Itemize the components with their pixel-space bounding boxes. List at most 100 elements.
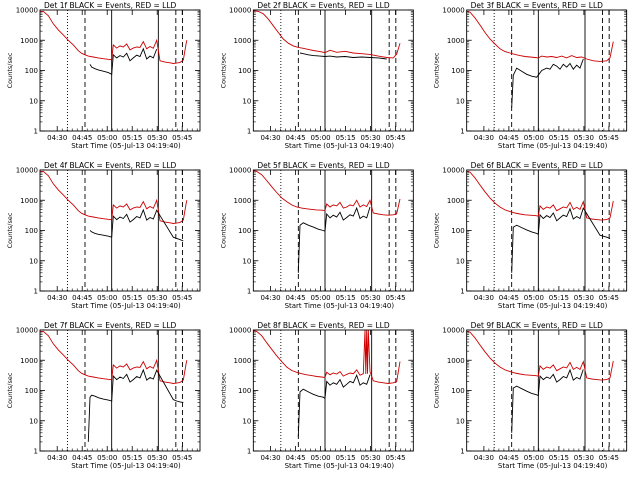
- y-tick-label: 100: [451, 387, 464, 395]
- x-tick-label: 04:30: [474, 454, 494, 462]
- y-tick-label: 10: [242, 257, 251, 265]
- y-tick-label: 1000: [234, 37, 252, 45]
- series-events: [89, 47, 158, 76]
- y-tick-label: 10000: [16, 327, 38, 335]
- x-tick-label: 05:45: [385, 134, 405, 142]
- x-tick-label: 05:30: [574, 454, 594, 462]
- panel-title: Det 7f BLACK = Events, RED = LLD: [44, 321, 177, 330]
- y-tick-label: 10: [456, 97, 465, 105]
- plot-frame: [466, 9, 628, 132]
- x-tick-label: 05:00: [524, 294, 544, 302]
- x-tick-label: 04:30: [260, 454, 280, 462]
- y-tick-label: 100: [238, 67, 251, 75]
- x-tick-label: 05:15: [122, 454, 142, 462]
- y-tick-label: 100: [25, 227, 38, 235]
- y-tick-label: 10000: [442, 167, 464, 175]
- x-tick-label: 05:00: [310, 294, 330, 302]
- plot-frame: [39, 329, 201, 452]
- x-axis-label: Start Time (05-Jul-13 04:19:40): [285, 302, 395, 310]
- x-tick-label: 05:15: [335, 134, 355, 142]
- y-tick-label: 100: [238, 227, 251, 235]
- panel-4: Det 4f BLACK = Events, RED = LLD Counts/s…: [6, 161, 201, 310]
- x-tick-label: 05:15: [122, 294, 142, 302]
- plot-frame: [252, 9, 414, 132]
- y-tick-label: 1000: [20, 357, 38, 365]
- x-tick-label: 04:30: [474, 294, 494, 302]
- series-events: [511, 207, 611, 273]
- y-tick-label: 10: [29, 257, 38, 265]
- x-tick-label: 05:15: [335, 294, 355, 302]
- x-tick-label: 05:45: [172, 454, 192, 462]
- series-events: [511, 368, 584, 433]
- x-axis-label: Start Time (05-Jul-13 04:19:40): [498, 462, 608, 470]
- x-tick-label: 05:30: [574, 134, 594, 142]
- y-tick-label: 1: [460, 448, 464, 456]
- y-tick-label: 1000: [234, 357, 252, 365]
- y-tick-label: 100: [25, 387, 38, 395]
- x-tick-label: 05:30: [147, 294, 167, 302]
- series-events: [511, 58, 584, 108]
- y-tick-label: 1: [34, 288, 38, 296]
- x-tick-label: 05:45: [599, 454, 619, 462]
- x-tick-label: 05:00: [310, 134, 330, 142]
- x-tick-label: 04:45: [285, 294, 305, 302]
- plot-frame: [39, 9, 201, 132]
- x-tick-label: 04:45: [499, 454, 519, 462]
- series-lld: [253, 10, 401, 59]
- y-tick-label: 10000: [16, 167, 38, 175]
- y-tick-label: 10000: [16, 7, 38, 15]
- x-tick-label: 04:30: [474, 134, 494, 142]
- x-tick-label: 04:30: [47, 134, 67, 142]
- x-tick-label: 05:15: [122, 134, 142, 142]
- x-tick-label: 05:00: [97, 134, 117, 142]
- y-tick-label: 10: [29, 97, 38, 105]
- panel-5: Det 5f BLACK = Events, RED = LLD Counts/s…: [219, 161, 414, 310]
- y-tick-label: 1: [247, 128, 251, 136]
- x-tick-label: 05:15: [549, 454, 569, 462]
- x-tick-label: 05:00: [524, 454, 544, 462]
- y-tick-label: 100: [25, 67, 38, 75]
- panel-8: Det 8f BLACK = Events, RED = LLD Counts/s…: [219, 321, 414, 470]
- y-tick-label: 1000: [447, 37, 465, 45]
- x-tick-label: 04:30: [47, 294, 67, 302]
- y-axis-label: Counts/sec: [6, 212, 14, 248]
- x-tick-label: 04:45: [499, 134, 519, 142]
- x-tick-label: 05:45: [172, 134, 192, 142]
- y-tick-label: 100: [451, 227, 464, 235]
- y-tick-label: 1: [34, 128, 38, 136]
- y-tick-label: 1: [34, 448, 38, 456]
- y-tick-label: 10000: [229, 167, 251, 175]
- y-tick-label: 10000: [442, 327, 464, 335]
- y-axis-label: Counts/sec: [433, 372, 441, 408]
- y-tick-label: 10: [242, 97, 251, 105]
- x-tick-label: 05:00: [310, 454, 330, 462]
- y-axis-label: Counts/sec: [219, 52, 227, 88]
- x-tick-label: 05:30: [360, 454, 380, 462]
- y-axis-label: Counts/sec: [6, 372, 14, 408]
- y-tick-label: 1000: [234, 197, 252, 205]
- panel-2: Det 2f BLACK = Events, RED = LLD Counts/s…: [219, 1, 414, 150]
- x-tick-label: 05:30: [147, 134, 167, 142]
- x-axis-label: Start Time (05-Jul-13 04:19:40): [71, 302, 181, 310]
- x-axis-label: Start Time (05-Jul-13 04:19:40): [498, 302, 608, 310]
- series-lld: [40, 10, 188, 64]
- panel-title: Det 4f BLACK = Events, RED = LLD: [44, 161, 177, 170]
- panel-1: Det 1f BLACK = Events, RED = LLD Counts/s…: [6, 1, 201, 150]
- x-tick-label: 05:30: [147, 454, 167, 462]
- y-tick-label: 1: [247, 288, 251, 296]
- series-lld: [253, 329, 401, 384]
- x-tick-label: 04:45: [499, 294, 519, 302]
- y-tick-label: 10: [242, 417, 251, 425]
- series-events: [89, 208, 184, 242]
- panel-title: Det 2f BLACK = Events, RED = LLD: [257, 1, 390, 10]
- plot-frame: [466, 169, 628, 292]
- y-tick-label: 100: [238, 387, 251, 395]
- plot-frame: [39, 169, 201, 292]
- x-tick-label: 05:00: [524, 134, 544, 142]
- x-tick-label: 04:45: [72, 134, 92, 142]
- y-tick-label: 1000: [20, 197, 38, 205]
- y-axis-label: Counts/sec: [433, 52, 441, 88]
- panel-title: Det 6f BLACK = Events, RED = LLD: [471, 161, 604, 170]
- x-tick-label: 04:45: [72, 454, 92, 462]
- x-tick-label: 05:45: [385, 294, 405, 302]
